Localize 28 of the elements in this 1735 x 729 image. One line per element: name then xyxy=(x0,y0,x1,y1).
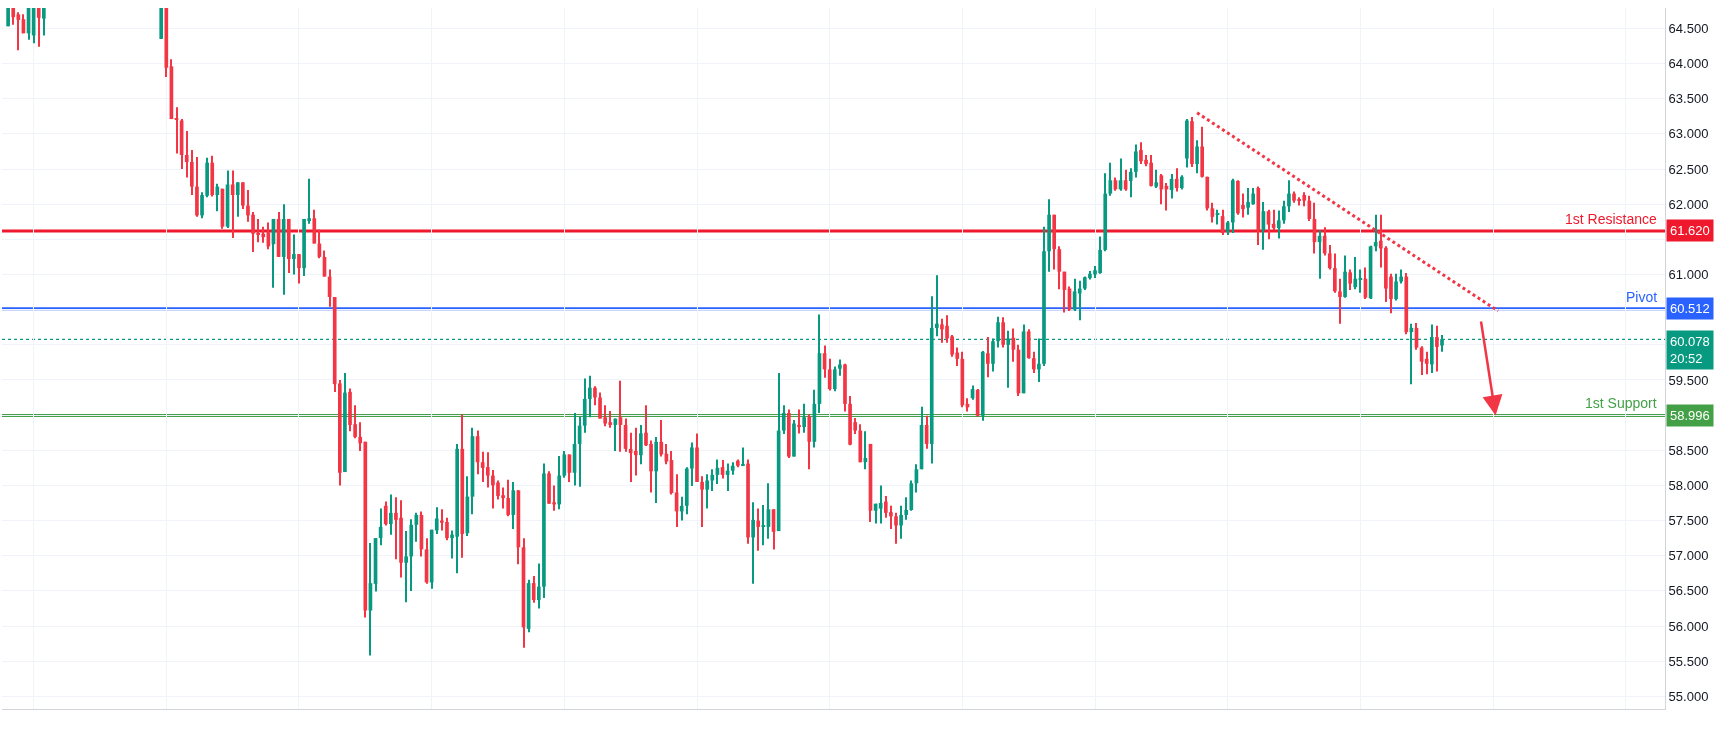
candlestick xyxy=(633,427,638,476)
y-tick-label: 57.000 xyxy=(1668,548,1709,564)
y-tick-label: 56.500 xyxy=(1668,583,1709,599)
y-tick-label: 63.000 xyxy=(1668,126,1709,142)
y-tick-label: 55.000 xyxy=(1668,688,1709,704)
y-tick-label: 63.500 xyxy=(1668,91,1709,107)
y-tick-label: 58.000 xyxy=(1668,477,1709,493)
y-tick-label: 62.500 xyxy=(1668,161,1709,177)
candlestick xyxy=(404,531,408,603)
y-tick-label: 58.500 xyxy=(1668,442,1709,458)
candlestick xyxy=(797,409,801,434)
ref-line-label: Pivot xyxy=(1626,289,1658,305)
text: 61.620 xyxy=(1670,223,1710,238)
candlestick xyxy=(934,275,939,337)
text: 58.996 xyxy=(1670,408,1710,423)
text: 60.512 xyxy=(1670,301,1710,316)
candlestick xyxy=(741,447,745,466)
y-tick-label: 59.500 xyxy=(1668,372,1709,388)
y-tick-label: 64.000 xyxy=(1668,56,1709,72)
y-tick-label: 61.000 xyxy=(1668,267,1709,283)
ref-line-label: 1st Resistance xyxy=(1565,211,1658,227)
y-tick-label: 64.500 xyxy=(1668,20,1709,36)
ref-line-label: 1st Support xyxy=(1585,395,1657,411)
text: 60.078 20:52 xyxy=(1670,334,1710,366)
y-tick-label: 57.500 xyxy=(1668,513,1709,529)
y-tick-label: 56.000 xyxy=(1668,618,1709,634)
y-tick-label: 55.500 xyxy=(1668,653,1709,669)
y-tick-label: 62.000 xyxy=(1668,196,1709,212)
